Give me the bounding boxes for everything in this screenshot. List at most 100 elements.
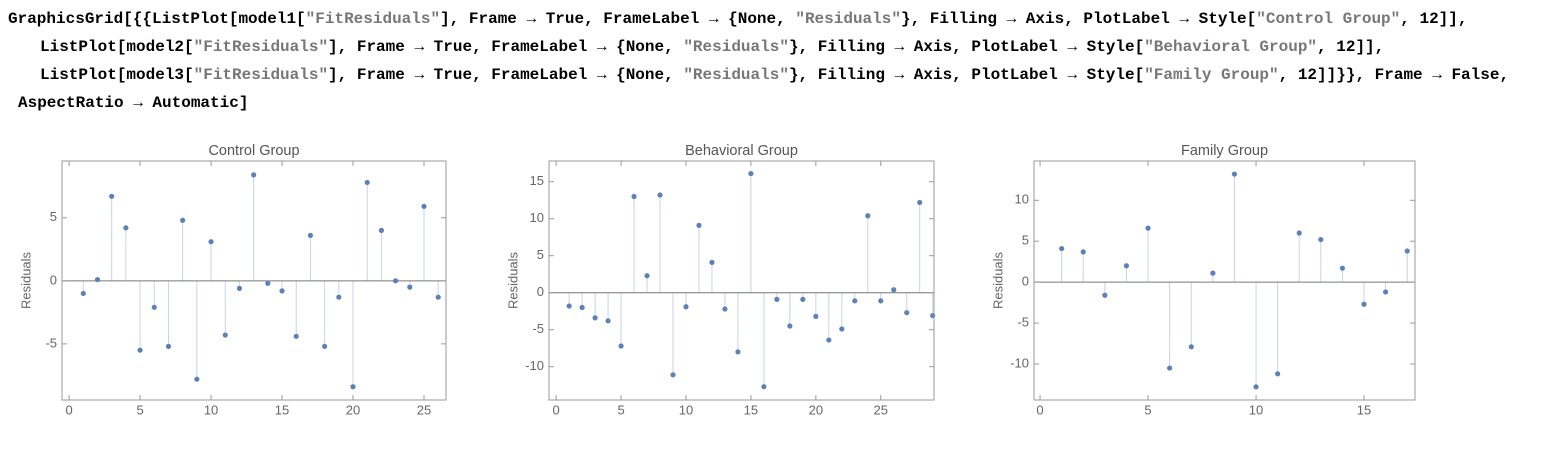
point [336,294,342,300]
point [1404,248,1410,254]
point [683,304,689,310]
point [904,310,910,316]
x-tick-label: 15 [744,402,758,417]
point [378,227,385,233]
x-tick-label: 5 [1144,402,1151,417]
point [566,303,572,309]
point [1188,344,1194,350]
point [592,315,598,321]
code-line: AspectRatio → Automatic] [18,94,248,112]
point [878,298,884,304]
point [774,296,780,302]
point [761,384,767,390]
point [813,313,819,319]
point [407,284,413,290]
point [123,225,129,231]
point [364,179,370,186]
x-tick-label: 10 [1249,402,1263,417]
point [735,349,741,355]
point [800,296,806,302]
point [709,259,715,265]
y-tick-label: -5 [532,321,544,336]
chart: Control Group Residuals -5 0 5 0 5 10 15 20 25 [18,143,447,417]
code-line: ListPlot[model2["FitResiduals"], Frame →… [40,38,1384,56]
point [930,313,936,319]
x-tick-label: 5 [617,402,624,417]
y-tick-label: 0 [1022,274,1029,289]
point [1296,230,1302,236]
x-tick-label: 0 [553,402,560,417]
x-tick-label: 25 [874,402,888,417]
point [208,239,214,245]
y-tick-label: 0 [50,272,57,287]
y-axis-label: Residuals [990,251,1005,309]
point [165,343,172,349]
x-tick-label: 10 [679,402,693,417]
point [222,332,228,338]
chart-title: Control Group [208,143,299,159]
point [109,193,115,199]
point [579,304,585,311]
point [1167,365,1173,371]
point [1253,384,1259,390]
y-tick-label: 15 [530,173,544,188]
chart: Family Group Residuals -10 -5 0 5 10 0 5 10 15 [990,143,1416,417]
point [839,326,845,332]
point [657,192,663,198]
point [670,372,676,378]
x-tick-label: 25 [417,402,431,417]
point [826,337,832,343]
x-tick-label: 15 [275,402,289,417]
point [1210,270,1216,276]
point [787,323,793,329]
point [1123,263,1130,269]
point [350,384,356,390]
y-tick-label: 10 [1015,192,1029,207]
point [696,222,702,228]
point [618,343,624,349]
point [180,217,186,223]
x-tick-label: 10 [204,402,218,417]
y-tick-label: 5 [537,247,544,262]
point [80,290,86,297]
x-tick-label: 15 [1357,402,1371,417]
y-tick-label: -5 [45,335,57,350]
point [722,306,728,312]
point [435,294,441,300]
x-tick-label: 20 [346,402,360,417]
point [1339,265,1346,271]
point [1275,371,1281,377]
point [1361,301,1367,307]
point [1231,171,1238,177]
chart: Behavioral Group Residuals -10 -5 0 5 10 15 0 5 10… [505,143,936,417]
point [137,347,143,353]
point [1080,249,1086,255]
point [1145,225,1151,231]
point [293,333,299,339]
point [605,318,611,324]
point [307,232,314,239]
y-tick-label: 5 [50,209,57,224]
x-tick-label: 5 [136,402,143,417]
point [251,172,257,178]
x-tick-label: 20 [809,402,823,417]
y-axis-label: Residuals [505,251,520,309]
code-line: ListPlot[model3["FitResiduals"], Frame →… [40,66,1509,84]
chart-title: Family Group [1181,143,1268,159]
point [236,285,243,291]
point [279,288,285,294]
point [151,304,157,310]
y-tick-label: 5 [1022,233,1029,248]
y-tick-label: 0 [537,284,544,299]
point [748,170,754,177]
point [865,213,871,219]
chart-title: Behavioral Group [685,143,798,159]
code-line: GraphicsGrid[{{ListPlot[model1["FitResid… [8,10,1467,28]
y-tick-label: -10 [1010,355,1029,370]
point [1318,236,1324,243]
y-tick-label: 10 [530,210,544,225]
point [1383,289,1389,295]
frame [548,160,935,401]
point [891,287,897,293]
